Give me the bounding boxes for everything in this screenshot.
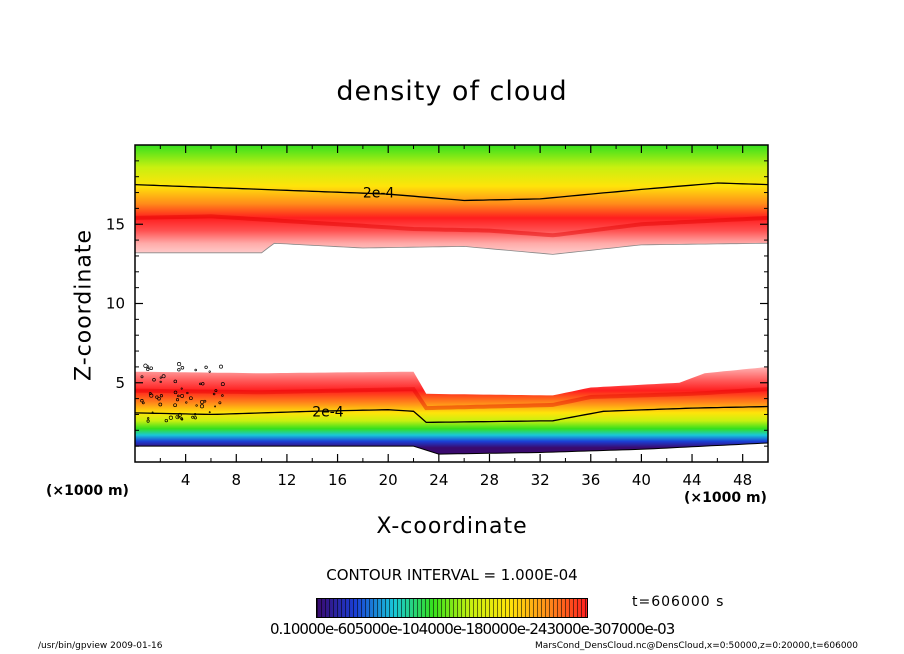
noise-contour bbox=[221, 394, 224, 397]
noise-contour bbox=[173, 403, 177, 408]
colorbar-labels: 0.10000e-605000e-104000e-180000e-243000e… bbox=[270, 620, 675, 638]
lower-cloud-layer bbox=[135, 366, 768, 455]
noise-contour bbox=[146, 367, 150, 372]
upper-edge-contour bbox=[135, 242, 768, 255]
x-tick-label: 32 bbox=[531, 471, 550, 489]
noise-contour bbox=[214, 405, 217, 408]
noise-contour bbox=[199, 404, 205, 409]
x-tick-label: 28 bbox=[480, 471, 499, 489]
noise-contour bbox=[141, 401, 145, 405]
noise-contour bbox=[168, 415, 173, 420]
upper-contour-2e-4 bbox=[135, 182, 768, 202]
noise-contour bbox=[175, 414, 180, 420]
noise-contour bbox=[157, 396, 161, 401]
noise-contour bbox=[158, 402, 163, 407]
noise-contour bbox=[140, 399, 144, 403]
x-tick-label: 44 bbox=[682, 471, 701, 489]
y-tick-label: 10 bbox=[106, 295, 125, 313]
noise-contour bbox=[220, 382, 225, 387]
noise-contour bbox=[159, 376, 162, 379]
x-tick-label: 40 bbox=[632, 471, 651, 489]
x-tick-label: 16 bbox=[328, 471, 347, 489]
footer-command: /usr/bin/gpview 2009-01-16 bbox=[38, 641, 163, 651]
noise-contour bbox=[208, 370, 211, 373]
y-axis-label: Z-coordinate bbox=[71, 229, 97, 381]
noise-contour bbox=[212, 392, 216, 396]
noise-contour bbox=[219, 364, 223, 369]
noise-contour bbox=[152, 378, 156, 382]
time-label: t=606000 s bbox=[632, 594, 725, 610]
noise-contour bbox=[180, 393, 185, 398]
colorbar bbox=[316, 598, 588, 618]
noise-contour bbox=[173, 379, 178, 384]
noise-contour bbox=[189, 396, 193, 401]
noise-contour bbox=[186, 391, 189, 395]
noise-contour bbox=[146, 419, 150, 423]
noise-contour bbox=[149, 366, 153, 370]
x-axis-label: X-coordinate bbox=[376, 514, 528, 539]
x-axis-unit-right: (×1000 m) bbox=[684, 490, 767, 506]
x-tick-label: 24 bbox=[429, 471, 448, 489]
footer-source: MarsCond_DensCloud.nc@DensCloud,x=0:5000… bbox=[535, 641, 858, 651]
lower-red-core bbox=[135, 387, 768, 411]
bottom-contour bbox=[135, 442, 768, 455]
noise-contour bbox=[148, 392, 152, 396]
noise-contour bbox=[140, 375, 144, 379]
noise-contour bbox=[214, 389, 218, 393]
x-tick-label: 48 bbox=[733, 471, 752, 489]
noise-contour bbox=[200, 399, 205, 405]
y-tick-label: 5 bbox=[115, 374, 125, 392]
upper-red-core bbox=[135, 214, 768, 238]
noise-contour bbox=[199, 382, 202, 386]
x-tick-label: 4 bbox=[181, 471, 191, 489]
noise-contour bbox=[161, 374, 166, 379]
noise-contour bbox=[195, 404, 198, 407]
noise-contour bbox=[177, 394, 180, 398]
noise-contour bbox=[208, 411, 211, 414]
y-tick-label: 15 bbox=[106, 215, 125, 233]
contour-label: 2e-4 bbox=[312, 404, 344, 420]
noise-contour bbox=[177, 368, 181, 372]
noise-contour bbox=[180, 366, 185, 370]
noise-contour bbox=[204, 365, 208, 369]
noise-contour bbox=[155, 395, 159, 399]
noise-contour bbox=[159, 394, 163, 398]
x-tick-label: 36 bbox=[581, 471, 600, 489]
noise-contour bbox=[185, 401, 188, 404]
noise-contour bbox=[173, 390, 178, 395]
noise-contour bbox=[159, 380, 162, 384]
noise-contour bbox=[180, 417, 183, 420]
plot-field bbox=[135, 145, 768, 455]
noise-contour bbox=[151, 411, 154, 414]
noise-contour bbox=[193, 412, 197, 416]
noise-contour bbox=[146, 365, 150, 368]
contour-interval-label: CONTOUR INTERVAL = 1.000E-04 bbox=[326, 566, 578, 584]
noise-contour bbox=[218, 401, 222, 405]
noise-contour bbox=[191, 415, 195, 419]
noise-contour bbox=[147, 417, 150, 420]
x-axis-unit-left: (×1000 m) bbox=[46, 483, 129, 499]
x-tick-label: 8 bbox=[232, 471, 242, 489]
contour-label: 2e-4 bbox=[363, 186, 395, 202]
lower-contour-2e-4 bbox=[135, 405, 768, 424]
noise-contour bbox=[164, 418, 168, 423]
noise-contour bbox=[177, 412, 182, 417]
x-tick-label: 20 bbox=[379, 471, 398, 489]
x-tick-label: 12 bbox=[277, 471, 296, 489]
noise-contour bbox=[175, 398, 180, 402]
noise-contour bbox=[180, 387, 183, 390]
noise-contour bbox=[193, 416, 197, 420]
chart-title: density of cloud bbox=[336, 76, 568, 107]
noise-contour bbox=[194, 368, 197, 372]
noise-contour bbox=[177, 362, 182, 367]
